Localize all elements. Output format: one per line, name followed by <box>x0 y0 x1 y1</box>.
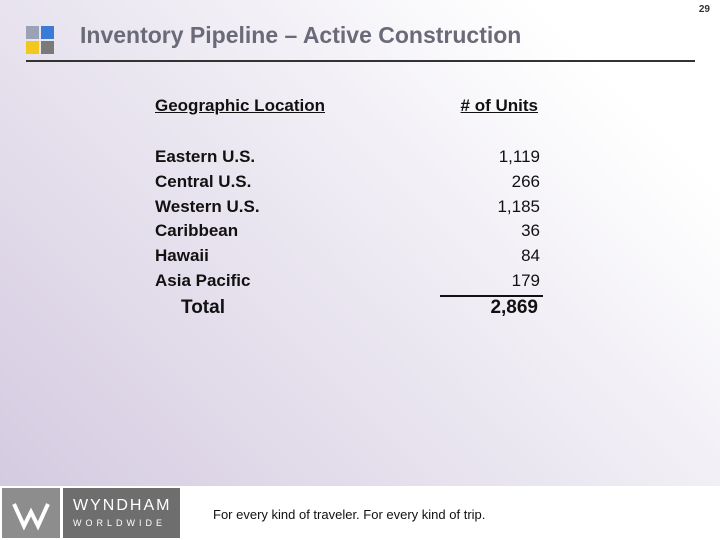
row-label: Western U.S. <box>155 196 260 216</box>
row-value: 179 <box>511 271 540 290</box>
tagline: For every kind of traveler. For every ki… <box>213 507 486 522</box>
total-rule <box>440 295 543 297</box>
row-value: 1,119 <box>498 147 540 166</box>
title-icon <box>26 26 54 54</box>
row-label: Central U.S. <box>155 171 252 191</box>
logo-name: WYNDHAM <box>73 497 172 514</box>
logo-box: WYNDHAM WORLDWIDE <box>63 488 180 538</box>
row-value: 266 <box>511 171 540 191</box>
row-label: Eastern U.S. <box>155 147 256 166</box>
row-value: 1,185 <box>497 196 540 216</box>
row-label: Caribbean <box>155 221 239 241</box>
column-header: Geographic Location <box>155 96 326 115</box>
column-header: # of Units <box>460 96 538 115</box>
footer: WYNDHAM WORLDWIDE For every kind of trav… <box>0 486 720 540</box>
title: Inventory Pipeline – Active Construction <box>80 22 522 48</box>
total-label: Total <box>181 297 225 318</box>
logo-mark <box>2 488 60 538</box>
row-label: Asia Pacific <box>155 271 251 290</box>
row-value: 36 <box>521 221 540 241</box>
logo-sub: WORLDWIDE <box>73 518 166 528</box>
title-rule <box>26 60 695 62</box>
row-label: Hawaii <box>155 246 209 266</box>
total-value: 2,869 <box>490 297 538 318</box>
row-value: 84 <box>521 246 540 266</box>
page-number: 29 <box>698 4 710 15</box>
